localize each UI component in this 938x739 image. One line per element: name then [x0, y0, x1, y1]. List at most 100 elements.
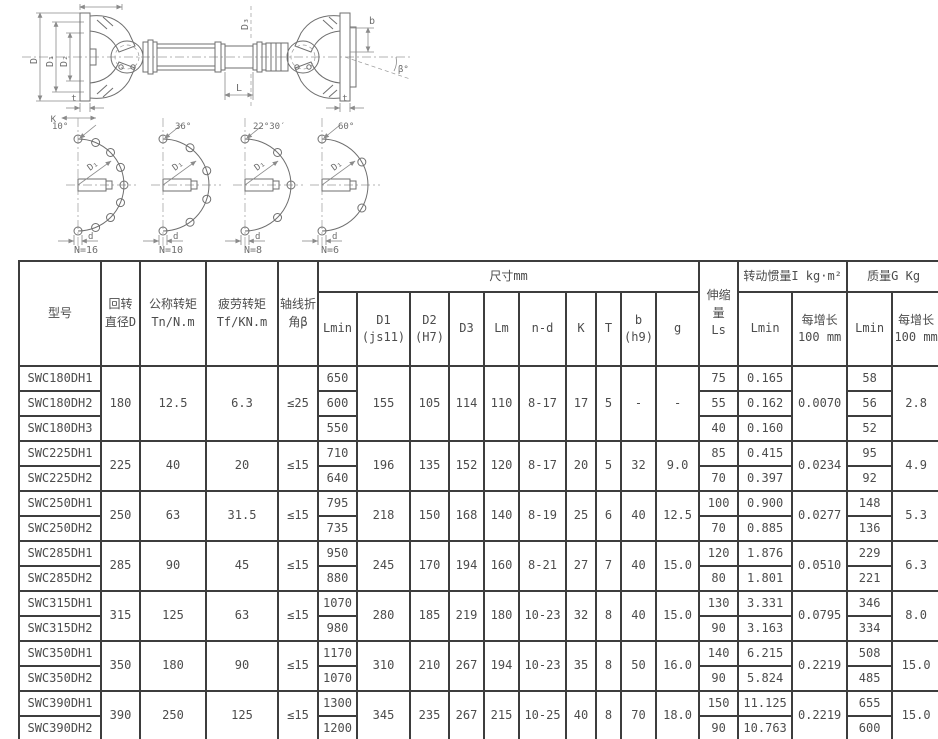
lmin-cell: 1170 — [317, 640, 358, 667]
bolt-hole — [106, 213, 116, 223]
header-g: g — [654, 291, 701, 367]
lmin-cell: 950 — [317, 540, 358, 567]
lmin-cell: 600 — [317, 390, 358, 417]
bolt-pattern-10: D₁ 36° d N=10 — [143, 118, 221, 256]
header-nominal-torque: 公称转矩 Tn/N.m — [139, 260, 207, 367]
lmin-cell: 710 — [317, 440, 358, 467]
g-cell: 16.0 — [654, 640, 701, 692]
pattern-count-label: N=16 — [74, 245, 98, 256]
ls-cell: 75 — [698, 365, 740, 392]
d2-cell: 210 — [409, 640, 450, 692]
ls-cell: 90 — [698, 615, 740, 642]
dim-b-label: b — [369, 16, 375, 27]
bolt-circle-dia-label: D₁ — [330, 159, 345, 173]
inertia-lmin-cell: 0.162 — [737, 390, 794, 417]
model-cell: SWC315DH1 — [18, 590, 102, 617]
mass-lmin-cell: 600 — [846, 715, 894, 739]
turn-dia-cell: 350 — [100, 640, 141, 692]
header-mass-per100: 每增长 100 mm — [891, 291, 938, 367]
inertia-lmin-cell: 0.165 — [737, 365, 794, 392]
nd-cell: 10-25 — [518, 690, 567, 739]
d1-cell: 345 — [356, 690, 411, 739]
table-row: SWC225DH2 640 70 0.397 92 — [18, 465, 938, 492]
k-cell: 32 — [565, 590, 597, 642]
fatigue-torque-cell: 6.3 — [205, 365, 279, 442]
bolt-hole — [91, 222, 101, 232]
b-cell: 40 — [620, 540, 657, 592]
dim-d-label: d — [255, 232, 260, 242]
lm-cell: 120 — [483, 440, 520, 492]
mass-per100-cell: 15.0 — [891, 640, 938, 692]
inertia-per100-cell: 0.0795 — [791, 590, 849, 642]
lm-cell: 180 — [483, 590, 520, 642]
bolt-hole — [202, 194, 212, 204]
inertia-lmin-cell: 1.801 — [737, 565, 794, 592]
inertia-per100-cell: 0.0070 — [791, 365, 849, 442]
b-cell: 70 — [620, 690, 657, 739]
inertia-per100-cell: 0.2219 — [791, 690, 849, 739]
nominal-torque-cell: 63 — [139, 490, 207, 542]
d3-cell: 267 — [448, 690, 485, 739]
table-row: SWC250DH2 735 70 0.885 136 — [18, 515, 938, 542]
d1-cell: 280 — [356, 590, 411, 642]
dim-t-right-label: t — [342, 94, 347, 104]
ls-cell: 55 — [698, 390, 740, 417]
bolt-hole — [158, 226, 168, 236]
table-row: SWC285DH1 285 90 45 ≤15 950 245 170 194 160 8-21 27… — [18, 540, 938, 592]
fatigue-torque-cell: 90 — [205, 640, 279, 692]
header-lmin: Lmin — [317, 291, 358, 367]
cardan-shaft-drawing: D D₁ D₂ — [22, 4, 412, 256]
dim-D3-label: D₃ — [240, 18, 251, 30]
fatigue-torque-cell: 63 — [205, 590, 279, 642]
model-cell: SWC390DH1 — [18, 690, 102, 717]
d2-cell: 235 — [409, 690, 450, 739]
b-cell: 40 — [620, 490, 657, 542]
table-row: SWC390DH1 390 250 125 ≤15 1300 345 235 267 215 10-… — [18, 690, 938, 739]
header-mass-lmin: Lmin — [846, 291, 894, 367]
pattern-angle-label: 10° — [52, 122, 68, 132]
lmin-cell: 880 — [317, 565, 358, 592]
lmin-cell: 735 — [317, 515, 358, 542]
d3-cell: 114 — [448, 365, 485, 442]
b-cell: 40 — [620, 590, 657, 642]
dim-D2-label: D₂ — [59, 55, 70, 67]
nominal-torque-cell: 180 — [139, 640, 207, 692]
axis-angle-cell: ≤15 — [277, 540, 319, 592]
lmin-cell: 795 — [317, 490, 358, 517]
header-turn-dia: 回转 直径D — [100, 260, 141, 367]
table-row: SWC315DH1 315 125 63 ≤15 1070 280 185 219 180 10-2… — [18, 590, 938, 642]
model-cell: SWC225DH2 — [18, 465, 102, 492]
d3-cell: 267 — [448, 640, 485, 692]
mass-lmin-cell: 148 — [846, 490, 894, 517]
model-cell: SWC390DH2 — [18, 715, 102, 739]
model-cell: SWC250DH1 — [18, 490, 102, 517]
fatigue-torque-cell: 20 — [205, 440, 279, 492]
g-cell: 12.5 — [654, 490, 701, 542]
mass-per100-cell: 5.3 — [891, 490, 938, 542]
bolt-hole — [185, 143, 195, 153]
mass-lmin-cell: 52 — [846, 415, 894, 442]
mass-lmin-cell: 56 — [846, 390, 894, 417]
lmin-cell: 1070 — [317, 665, 358, 692]
g-cell: 18.0 — [654, 690, 701, 739]
axis-angle-cell: ≤25 — [277, 365, 319, 442]
inertia-per100-cell: 0.0234 — [791, 440, 849, 492]
dim-d-label: d — [173, 232, 178, 242]
t-cell: 5 — [595, 440, 622, 492]
k-cell: 17 — [565, 365, 597, 442]
d2-cell: 150 — [409, 490, 450, 542]
ls-cell: 80 — [698, 565, 740, 592]
shaft-tube — [142, 39, 289, 75]
mass-lmin-cell: 508 — [846, 640, 894, 667]
inertia-lmin-cell: 10.763 — [737, 715, 794, 739]
fatigue-torque-cell: 31.5 — [205, 490, 279, 542]
inertia-per100-cell: 0.0277 — [791, 490, 849, 542]
dim-t-left-label: t — [71, 94, 76, 104]
header-mass-group: 质量G Kg — [846, 260, 938, 293]
bolt-hole — [240, 226, 250, 236]
bolt-hole — [115, 198, 125, 208]
header-model: 型号 — [18, 260, 102, 367]
mass-lmin-cell: 58 — [846, 365, 894, 392]
inertia-lmin-cell: 0.397 — [737, 465, 794, 492]
table-row: SWC350DH2 1070 90 5.824 485 — [18, 665, 938, 692]
